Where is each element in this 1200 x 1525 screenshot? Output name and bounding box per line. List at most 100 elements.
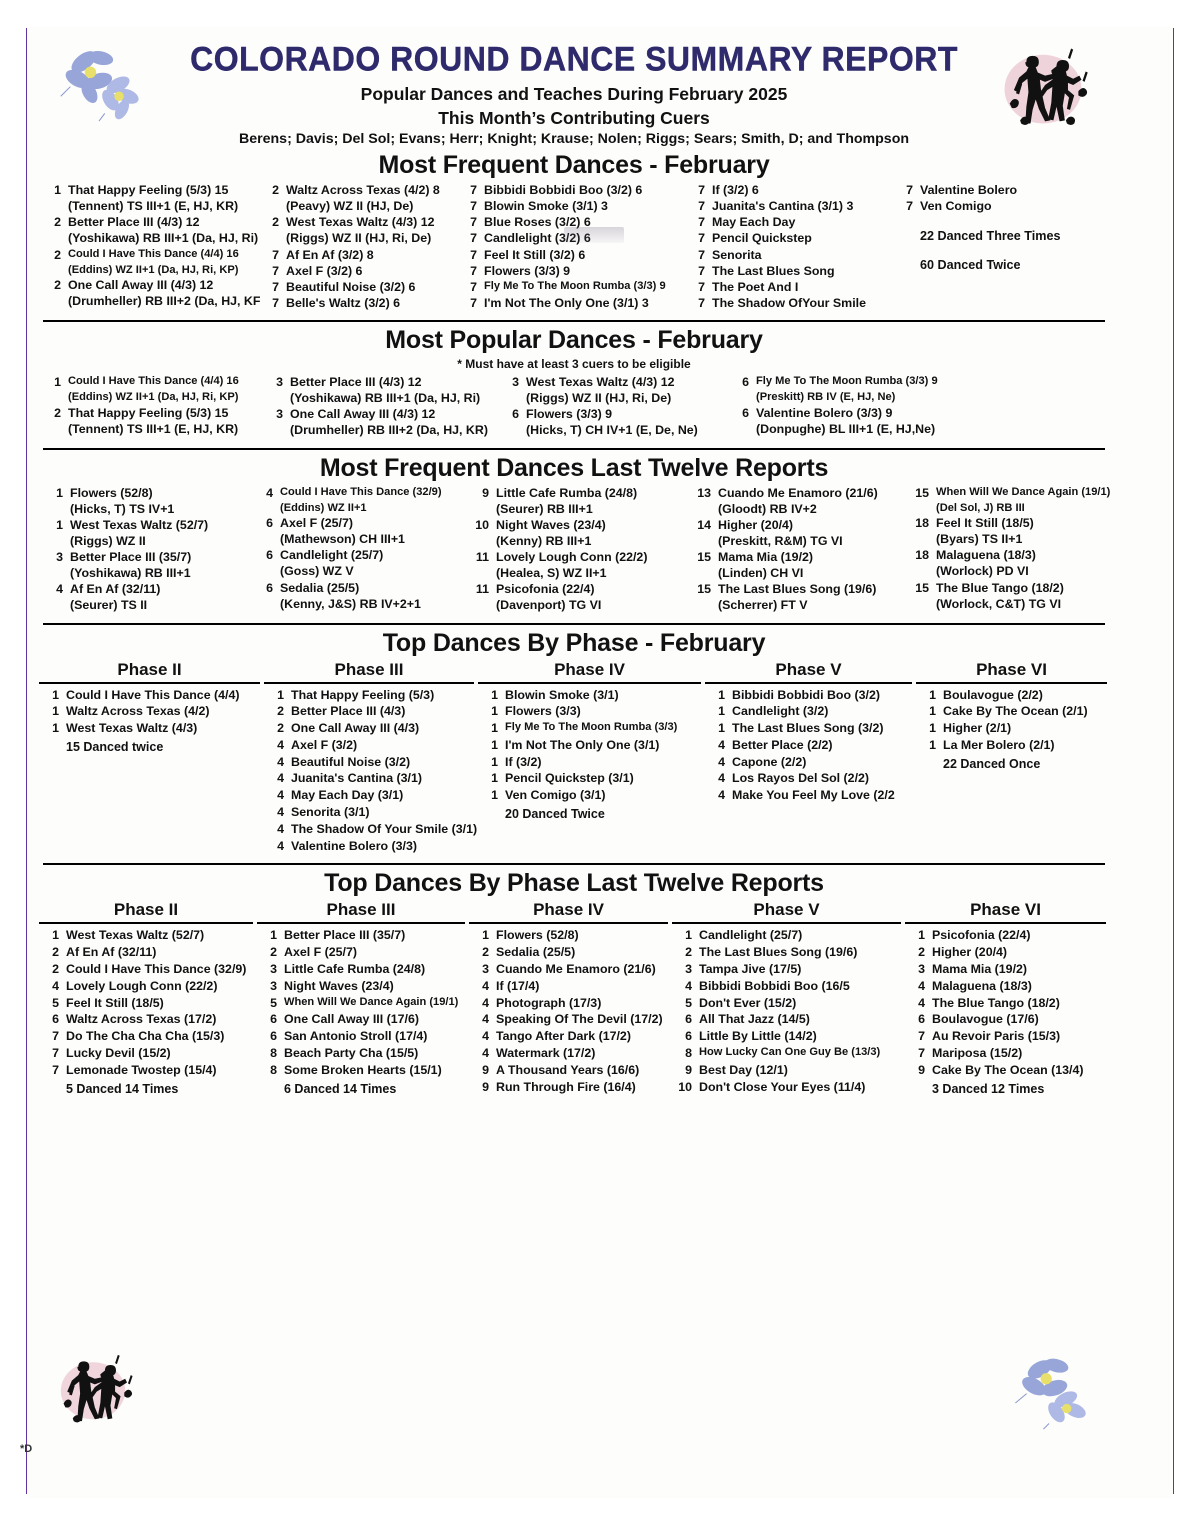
- row-dance: Better Place III (35/7): [284, 928, 406, 943]
- row-dance: If (3/2): [505, 754, 542, 769]
- entry-column: 3 West Texas Waltz (4/3) 12 (Riggs) WZ II …: [501, 374, 731, 439]
- entry-column: 4 Could I Have This Dance (32/9) (Eddins) …: [249, 485, 465, 612]
- most-popular-february-columns: 1 Could I Have This Dance (4/4) 16 (Eddins…: [39, 374, 1109, 439]
- table-row: 1 The Last Blues Song (3/2): [705, 720, 912, 737]
- entry-title: Higher (20/4): [718, 517, 794, 532]
- entry-rank: 7: [470, 215, 477, 230]
- entry-title: Could I Have This Dance (4/4) 16: [68, 375, 239, 387]
- dance-entry: 7 The Shadow OfYour Smile: [683, 295, 891, 311]
- phase-column-header: Phase IV: [554, 659, 625, 679]
- row-dance: Los Rayos Del Sol (2/2): [732, 771, 870, 786]
- entry-choreographer: (Hicks, T) CH IV+1 (E, De, Ne): [526, 423, 698, 438]
- entry-rank: 15: [915, 580, 929, 595]
- row-rank: 2: [685, 945, 692, 960]
- dance-entry: 10 Night Waves (23/4): [465, 517, 687, 533]
- entry-title: Flowers (3/3) 9: [484, 263, 571, 278]
- row-dance: Tango After Dark (17/2): [496, 1029, 631, 1044]
- row-rank: 4: [685, 978, 692, 993]
- table-row: 1 West Texas Waltz (4/3): [39, 720, 260, 737]
- entry-rank: 7: [698, 215, 705, 230]
- table-row: 7 Mariposa (15/2): [905, 1045, 1106, 1062]
- phase-header-rule: [264, 681, 474, 684]
- dance-entry: 7 May Each Day: [683, 214, 891, 230]
- row-rank: 4: [277, 821, 284, 836]
- entry-rank: 7: [906, 183, 913, 197]
- phase-header-rule: [39, 681, 260, 684]
- entry-rank: 7: [470, 199, 477, 214]
- dance-entry: 2 Could I Have This Dance (4/4) 16: [39, 247, 257, 263]
- entry-rank: 7: [906, 199, 913, 214]
- entry-choreographer: (Davenport) TG VI: [496, 598, 602, 613]
- row-dance: Cuando Me Enamoro (21/6): [496, 962, 656, 977]
- entry-rank: 7: [698, 263, 705, 278]
- row-dance: Run Through Fire (16/4): [496, 1079, 636, 1094]
- section-divider: [43, 863, 1105, 866]
- row-rank: 1: [491, 754, 498, 769]
- phase-column-footer: 3 Danced 12 Times: [932, 1081, 1045, 1096]
- entry-title: When Will We Dance Again (19/1): [936, 485, 1111, 498]
- row-rank: 1: [270, 928, 277, 943]
- table-row: 4 If (17/4): [469, 978, 668, 995]
- table-row: 3 Mama Mia (19/2): [905, 961, 1106, 978]
- row-rank: 6: [270, 1012, 277, 1027]
- row-dance: Tampa Jive (17/5): [699, 962, 802, 977]
- phase-february-table: Phase II 1 Could I Have This Dance (4/4) 1 W…: [39, 660, 1109, 855]
- row-rank: 8: [270, 1062, 277, 1077]
- phase-column-header: Phase III: [334, 659, 404, 679]
- row-rank: 4: [718, 737, 725, 752]
- table-row: 3 Tampa Jive (17/5): [672, 961, 901, 978]
- row-dance: Pencil Quickstep (3/1): [505, 771, 634, 786]
- row-rank: 1: [52, 687, 59, 702]
- row-rank: 4: [482, 1012, 489, 1027]
- row-rank: 4: [918, 995, 925, 1010]
- row-rank: 6: [685, 1012, 692, 1027]
- entry-title: Could I Have This Dance (4/4) 16: [68, 247, 239, 260]
- summary-note: 22 Danced Three Times: [920, 229, 1061, 244]
- table-row: 3 Night Waves (23/4): [257, 978, 465, 995]
- entry-rank: 7: [698, 231, 705, 246]
- dance-entry: 15 When Will We Dance Again (19/1): [905, 485, 1110, 501]
- table-row: 1 Waltz Across Texas (4/2): [39, 703, 260, 720]
- row-dance: Beach Party Cha (15/5): [284, 1046, 419, 1061]
- table-row: 6 Boulavogue (17/6): [905, 1011, 1106, 1028]
- entry-title: Could I Have This Dance (32/9): [280, 485, 442, 498]
- columbine-flowers-icon: [1015, 1358, 1086, 1430]
- row-rank: 3: [270, 978, 277, 993]
- row-dance: La Mer Bolero (2/1): [943, 737, 1055, 752]
- table-row: 4 Tango After Dark (17/2): [469, 1028, 668, 1045]
- dance-entry: 7 The Last Blues Song: [683, 263, 891, 279]
- entry-rank: 6: [742, 405, 749, 420]
- entry-choreographer: (Preskitt) RB IV (E, HJ, Ne): [756, 391, 896, 404]
- phase-column-phase-v: Phase V 1 Bibbidi Bobbidi Boo (3/2) 1 Candle…: [705, 660, 916, 805]
- row-rank: 1: [52, 928, 59, 943]
- row-dance: Au Revoir Paris (15/3): [932, 1029, 1061, 1044]
- entry-title: West Texas Waltz (4/3) 12: [526, 375, 675, 389]
- row-dance: May Each Day (3/1): [291, 788, 404, 803]
- table-row: 2 Sedalia (25/5): [469, 944, 668, 961]
- table-row: 1 Boulavogue (2/2): [916, 687, 1107, 704]
- row-dance: All That Jazz (14/5): [699, 1012, 810, 1027]
- row-rank: 7: [918, 1046, 925, 1061]
- phase-header-rule: [478, 681, 701, 684]
- eligibility-note: * Must have at least 3 cuers to be eligi…: [457, 357, 691, 371]
- row-rank: 1: [491, 704, 498, 719]
- entry-title: The Last Blues Song (19/6): [718, 582, 877, 597]
- dance-entry: 14 Higher (20/4): [687, 517, 905, 533]
- row-rank: 1: [929, 721, 936, 736]
- entry-rank: 2: [272, 183, 279, 197]
- dance-entry: 7 Blue Roses (3/2) 6: [455, 214, 683, 230]
- row-dance: Higher (2/1): [943, 721, 1012, 736]
- row-rank: 1: [491, 687, 498, 702]
- dance-entry: 4 Af En Af (32/11): [39, 581, 249, 597]
- entry-title: Blue Roses (3/2) 6: [484, 215, 591, 230]
- row-dance: Blowin Smoke (3/1): [505, 687, 619, 702]
- dance-entry: 3 Better Place III (35/7): [39, 549, 249, 565]
- row-rank: 2: [277, 704, 284, 719]
- table-row: 2 The Last Blues Song (19/6): [672, 944, 901, 961]
- entry-title: One Call Away III (4/3) 12: [68, 278, 214, 293]
- table-row: 5 When Will We Dance Again (19/1): [257, 995, 465, 1012]
- table-row: 4 The Blue Tango (18/2): [905, 995, 1106, 1012]
- entry-choreographer: (Drumheller) RB III+2 (Da, HJ, KF: [68, 294, 261, 309]
- entry-choreographer: (Del Sol, J) RB III: [936, 501, 1025, 514]
- row-rank: 4: [482, 1046, 489, 1061]
